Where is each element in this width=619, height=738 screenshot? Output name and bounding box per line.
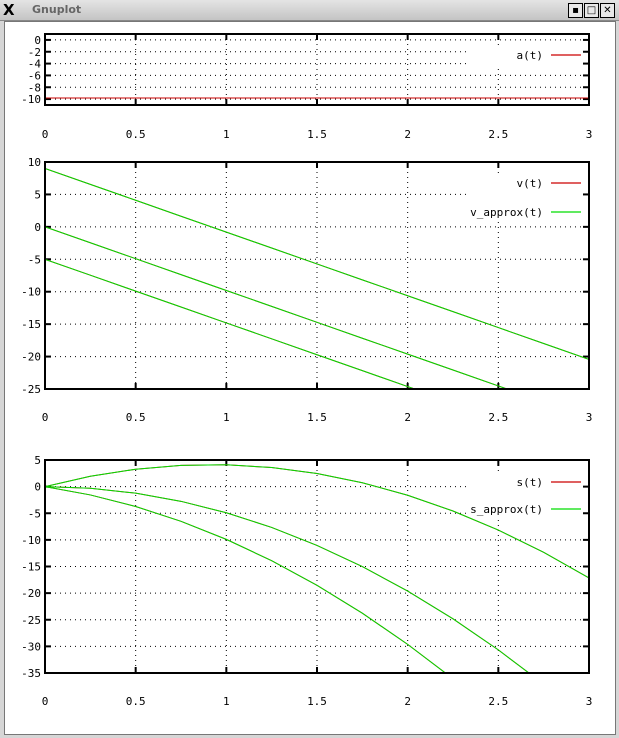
y-tick-label: -5 [28,507,41,520]
y-tick-label: -20 [21,587,41,600]
y-tick-label: -5 [28,253,41,266]
x-tick-label: 3 [586,128,593,141]
y-tick-label: 0 [34,34,41,47]
x-tick-label: 2.5 [488,128,508,141]
legend-label: a(t) [517,49,544,62]
x-tick-label: 2.5 [488,411,508,424]
series-line-v-approxt [45,226,509,389]
legend-label: s(t) [517,476,544,489]
series-line-v-approxt [45,258,417,389]
x-tick-label: 0 [42,695,49,708]
x-tick-label: 0 [42,411,49,424]
x-tick-label: 0.5 [126,695,146,708]
y-tick-label: -20 [21,351,41,364]
series-line-s-approxt [45,486,447,673]
x-tick-label: 1 [223,128,230,141]
series-line-s-approxt [45,464,589,579]
close-button[interactable]: ✕ [600,3,615,18]
y-tick-label: -6 [28,69,41,82]
legend-background [469,45,583,65]
y-tick-label: -8 [28,81,41,94]
y-tick-label: -25 [21,614,41,627]
minimize-button[interactable]: ▪ [568,3,583,18]
x-tick-label: 0.5 [126,411,146,424]
y-tick-label: -30 [21,640,41,653]
plot-3: 0 0.5 1 1.5 2 2.5 3 5 0 -5 -10 -15 -20 -25 -30 -35 s(t) s… [21,454,592,708]
series-line-s-approxt [45,486,530,673]
y-tick-label: 0 [34,221,41,234]
y-tick-label: -4 [28,58,42,71]
x-tick-label: 2.5 [488,695,508,708]
title-bar[interactable]: X Gnuplot ▪ □ ✕ [0,0,619,21]
x-logo-icon: X [3,1,15,19]
maximize-button[interactable]: □ [584,3,599,18]
legend-label: v_approx(t) [470,206,543,219]
plot-border [44,33,590,106]
plot-border [44,161,590,390]
plot-canvas: 0 0.5 1 1.5 2 2.5 3 0 -2 -4 -6 -8 -10 a(t) 0 0.5 1 1.5 2 2.… [4,21,616,735]
x-tick-label: 1 [223,411,230,424]
y-tick-label: -15 [21,318,41,331]
y-tick-label: -35 [21,667,41,680]
y-tick-label: -15 [21,561,41,574]
series-line-st [45,486,530,673]
legend-label: s_approx(t) [470,503,543,516]
y-tick-label: -2 [28,46,41,59]
window-title: Gnuplot [32,3,82,16]
y-tick-label: -10 [21,93,41,106]
x-tick-label: 0 [42,128,49,141]
x-tick-label: 2 [404,128,411,141]
x-tick-label: 3 [586,695,593,708]
y-tick-label: 5 [34,188,41,201]
plot-border [44,459,590,674]
x-tick-label: 3 [586,411,593,424]
y-tick-label: -10 [21,286,41,299]
x-tick-label: 1 [223,695,230,708]
x-tick-label: 2 [404,411,411,424]
plots-svg: 0 0.5 1 1.5 2 2.5 30-2-4-6-8-10a(t)0 0.5 1 1.5 2 2.… [21,33,593,708]
y-tick-label: 0 [34,481,41,494]
plot-1: 0 0.5 1 1.5 2 2.5 30-2-4-6-8-10a(t) [21,33,593,141]
y-tick-label: 10 [28,156,41,169]
x-tick-label: 1.5 [307,695,327,708]
y-tick-label: -10 [21,534,41,547]
legend-background [469,472,583,519]
x-tick-label: 1.5 [307,411,327,424]
x-tick-label: 1.5 [307,128,327,141]
series-line-v-approxt [45,168,589,360]
y-tick-label: -25 [21,383,41,396]
plot-2: 0 0.5 1 1.5 2 2.5 3 10 5 0 -5 -10 -15 -20 -25 v(t) v_app… [21,156,592,424]
x-tick-label: 0.5 [126,128,146,141]
x-tick-label: 2 [404,695,411,708]
y-tick-label: 5 [34,454,41,467]
legend-background [469,173,583,222]
legend-label: v(t) [517,177,544,190]
